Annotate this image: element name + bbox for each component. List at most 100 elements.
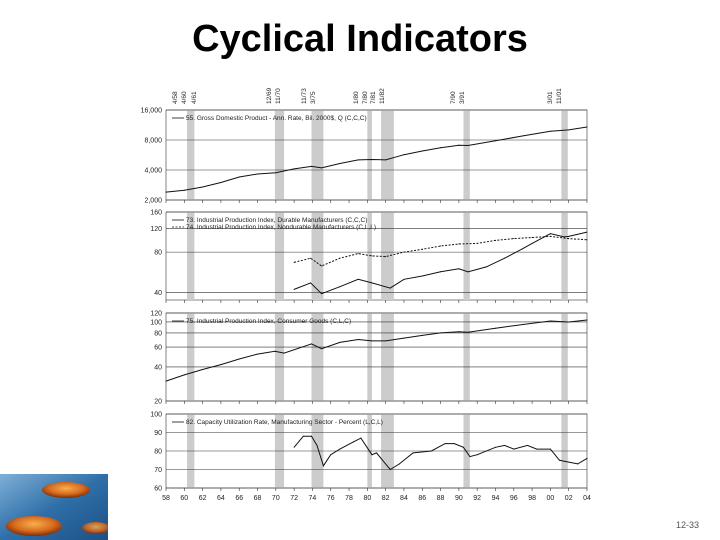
y-tick-label: 120: [150, 311, 162, 318]
data-point: [504, 257, 506, 259]
recession-band: [274, 110, 285, 200]
recession-band: [463, 110, 470, 200]
x-tick-label: 72: [290, 495, 298, 502]
x-tick-label: 90: [455, 495, 463, 502]
data-point: [568, 235, 570, 237]
data-point: [322, 465, 324, 467]
data-point: [476, 454, 478, 456]
y-tick-label: 100: [150, 412, 162, 419]
series-line: [293, 435, 588, 471]
data-point: [220, 364, 222, 366]
data-point: [371, 282, 373, 284]
data-point: [202, 186, 204, 188]
data-point: [357, 278, 359, 280]
recession-date-label: 3/01: [547, 91, 554, 104]
x-tick-label: 04: [583, 495, 591, 502]
recession-band: [187, 110, 195, 200]
data-point: [577, 463, 579, 465]
series-title: 75. Industrial Production Index, Consume…: [186, 318, 351, 325]
data-point: [494, 446, 496, 448]
data-point: [549, 130, 551, 132]
data-point: [353, 441, 355, 443]
x-tick-label: 96: [510, 495, 518, 502]
panel-frame: [165, 312, 588, 402]
data-point: [522, 323, 524, 325]
data-point: [385, 340, 387, 342]
y-tick-label: 60: [154, 486, 162, 493]
recession-band: [311, 110, 324, 200]
data-point: [549, 235, 551, 237]
data-point: [462, 446, 464, 448]
data-point: [549, 233, 551, 235]
data-point: [513, 448, 515, 450]
data-point: [311, 165, 313, 167]
recession-date-label: 11/01: [556, 88, 563, 104]
data-point: [467, 271, 469, 273]
x-tick-label: 62: [199, 495, 207, 502]
recession-band: [187, 212, 195, 300]
data-point: [430, 450, 432, 452]
recession-date-label: 3/75: [310, 91, 317, 104]
x-tick-label: 60: [180, 495, 188, 502]
data-point: [494, 327, 496, 329]
recession-band: [367, 313, 372, 401]
recession-band: [463, 212, 470, 300]
recession-date-label: 4/61: [191, 91, 198, 104]
x-tick-label: 82: [382, 495, 390, 502]
data-point: [321, 348, 323, 350]
data-point: [293, 446, 295, 448]
data-point: [238, 358, 240, 360]
x-tick-label: 94: [492, 495, 500, 502]
x-tick-label: 74: [309, 495, 317, 502]
recession-date-label: 7/81: [370, 91, 377, 104]
data-point: [339, 257, 341, 259]
x-tick-label: 68: [254, 495, 262, 502]
x-tick-label: 88: [437, 495, 445, 502]
y-tick-label: 80: [154, 330, 162, 337]
data-point: [549, 448, 551, 450]
data-point: [357, 159, 359, 161]
y-tick-label: 2,000: [144, 198, 162, 205]
data-point: [586, 231, 588, 233]
data-point: [357, 253, 359, 255]
data-point: [568, 321, 570, 323]
data-point: [398, 463, 400, 465]
recession-date-label: 1/80: [353, 91, 360, 104]
x-tick-label: 58: [162, 495, 170, 502]
data-point: [586, 239, 588, 241]
data-point: [293, 168, 295, 170]
data-point: [385, 256, 387, 258]
data-point: [330, 454, 332, 456]
recession-band: [381, 313, 394, 401]
series-line: [165, 319, 588, 382]
data-point: [310, 282, 312, 284]
x-tick-label: 02: [565, 495, 573, 502]
data-point: [321, 265, 323, 267]
data-point: [440, 271, 442, 273]
recession-band: [561, 110, 568, 200]
data-point: [202, 368, 204, 370]
series-line: [293, 235, 588, 267]
data-point: [421, 275, 423, 277]
data-point: [321, 167, 323, 169]
data-point: [522, 135, 524, 137]
recession-date-label: 11/70: [275, 88, 282, 104]
series-title: 82. Capacity Utilization Rate, Manufactu…: [186, 419, 383, 426]
series-line: [293, 231, 588, 295]
chart-panel-2: 160 120 80 40 73. Industrial Production Inde…: [150, 210, 588, 303]
data-point: [403, 278, 405, 280]
data-point: [586, 126, 588, 128]
recession-band: [311, 212, 324, 300]
x-tick-label: 76: [327, 495, 335, 502]
y-tick-label: 80: [154, 449, 162, 456]
x-tick-label: 98: [528, 495, 536, 502]
data-point: [458, 243, 460, 245]
recession-date-label: 11/82: [379, 88, 386, 104]
data-point: [311, 343, 313, 345]
data-point: [467, 144, 469, 146]
data-point: [293, 288, 295, 290]
y-tick-label: 160: [150, 210, 162, 217]
data-point: [421, 248, 423, 250]
y-tick-label: 40: [154, 290, 162, 297]
data-point: [321, 293, 323, 295]
